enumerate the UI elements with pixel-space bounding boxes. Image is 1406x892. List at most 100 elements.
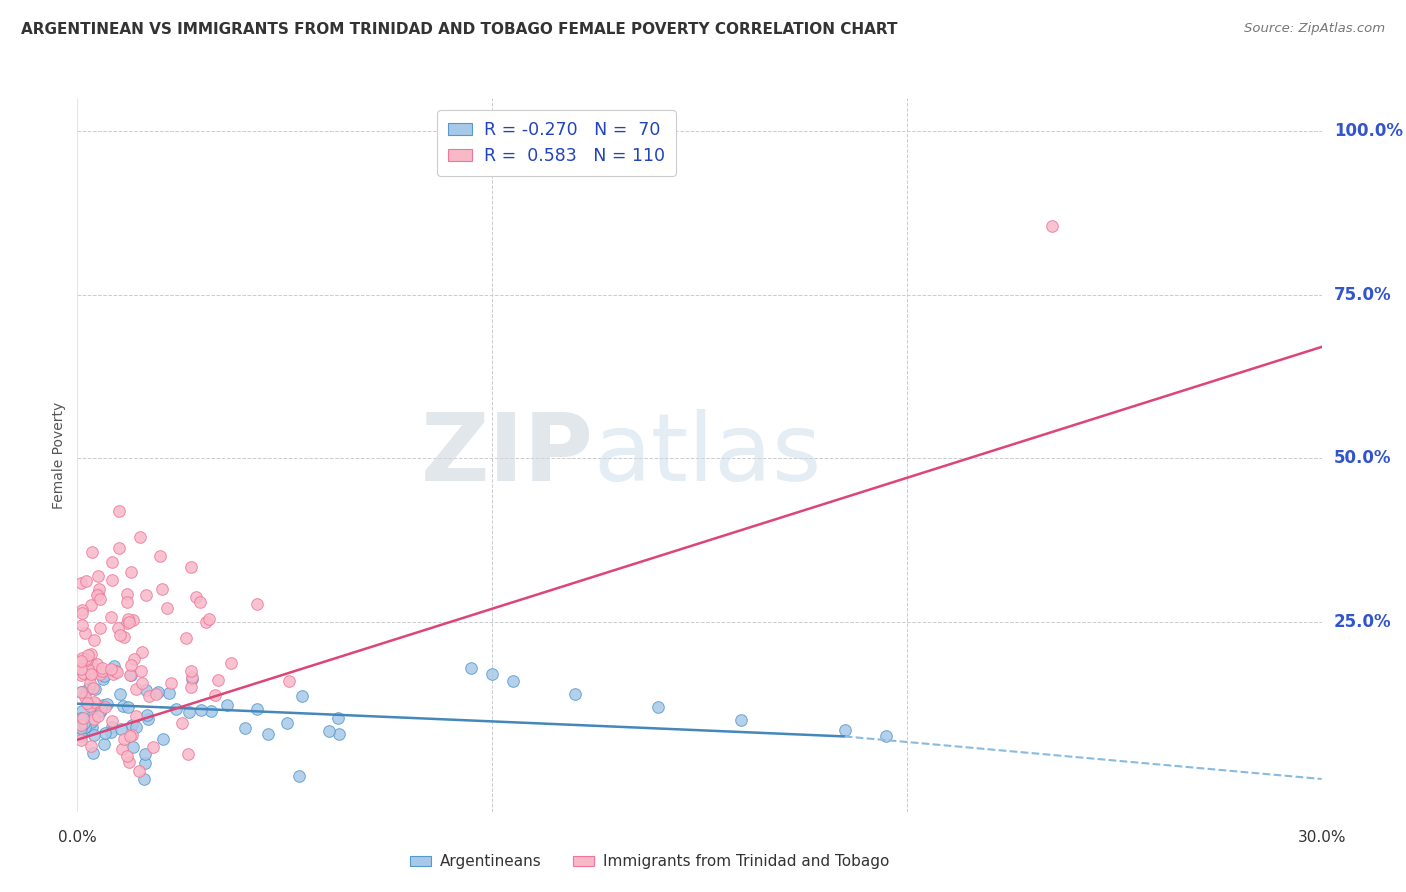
Point (70, 651, 93, 665)
Point (177, 747, 200, 761)
Point (84, 697, 107, 711)
Point (72, 711, 94, 725)
Point (647, 700, 669, 714)
Point (326, 711, 349, 725)
Point (94, 700, 117, 714)
Point (100, 662, 122, 676)
Point (117, 612, 139, 626)
Point (246, 597, 269, 611)
Point (111, 699, 134, 714)
Point (77, 681, 100, 695)
Point (87, 587, 110, 601)
Text: ARGENTINEAN VS IMMIGRANTS FROM TRINIDAD AND TOBAGO FEMALE POVERTY CORRELATION CH: ARGENTINEAN VS IMMIGRANTS FROM TRINIDAD … (21, 22, 897, 37)
Point (134, 756, 156, 770)
Point (80, 648, 103, 662)
Point (217, 698, 239, 712)
Point (89, 667, 111, 681)
Point (152, 731, 174, 746)
Point (104, 664, 127, 678)
Point (89, 592, 111, 607)
Text: ZIP: ZIP (420, 409, 593, 501)
Text: atlas: atlas (593, 409, 823, 501)
Point (83, 632, 105, 647)
Point (111, 742, 134, 756)
Text: 75.0%: 75.0% (1334, 285, 1392, 303)
Point (70, 662, 93, 676)
Point (75, 652, 97, 666)
Point (235, 721, 257, 735)
Point (86, 657, 108, 671)
Point (197, 612, 219, 626)
Point (170, 715, 193, 730)
Point (73, 715, 96, 730)
Point (73, 690, 96, 704)
Point (76, 653, 98, 667)
Point (84, 681, 107, 696)
Point (134, 772, 156, 786)
Point (105, 665, 128, 680)
Point (70, 711, 93, 725)
Point (115, 595, 138, 609)
Point (91, 661, 114, 675)
Point (328, 727, 350, 741)
Point (129, 665, 152, 679)
Point (112, 732, 135, 747)
Point (112, 630, 135, 644)
Point (564, 687, 586, 701)
Point (70, 654, 93, 668)
Point (89, 621, 111, 635)
Legend: Argentineans, Immigrants from Trinidad and Tobago: Argentineans, Immigrants from Trinidad a… (404, 848, 896, 875)
Point (103, 658, 125, 673)
Point (90, 703, 112, 717)
Point (82, 720, 104, 734)
Text: 25.0%: 25.0% (1334, 613, 1392, 631)
Point (288, 769, 311, 783)
Point (73, 721, 96, 735)
Point (118, 756, 141, 770)
Point (318, 724, 340, 739)
Point (100, 714, 122, 728)
Point (101, 555, 124, 569)
Point (76, 662, 98, 676)
Point (101, 573, 124, 587)
Point (135, 682, 157, 697)
Point (136, 707, 159, 722)
Point (160, 676, 183, 690)
Point (110, 722, 132, 736)
Point (75, 574, 97, 588)
Point (149, 549, 172, 564)
Point (186, 591, 208, 605)
Point (108, 687, 131, 701)
Point (75, 626, 97, 640)
Text: 0.0%: 0.0% (58, 830, 97, 845)
Point (108, 503, 131, 517)
Point (70, 685, 93, 699)
Point (70, 607, 93, 621)
Point (93, 737, 115, 751)
Point (180, 560, 202, 574)
Point (91, 698, 114, 713)
Point (502, 673, 524, 688)
Point (138, 689, 160, 703)
Point (108, 541, 131, 555)
Point (89, 705, 111, 719)
Point (100, 610, 122, 624)
Point (82, 681, 104, 695)
Point (136, 712, 159, 726)
Point (70, 603, 93, 617)
Point (83, 712, 105, 726)
Point (70, 733, 93, 747)
Point (180, 680, 202, 694)
Point (87, 709, 110, 723)
Point (165, 702, 187, 716)
Point (86, 588, 108, 602)
Point (120, 658, 142, 673)
Point (135, 588, 157, 602)
Point (93, 669, 115, 683)
Point (115, 616, 138, 631)
Point (125, 681, 148, 696)
Point (83, 708, 105, 723)
Point (77, 648, 100, 663)
Point (730, 713, 752, 727)
Point (121, 728, 143, 742)
